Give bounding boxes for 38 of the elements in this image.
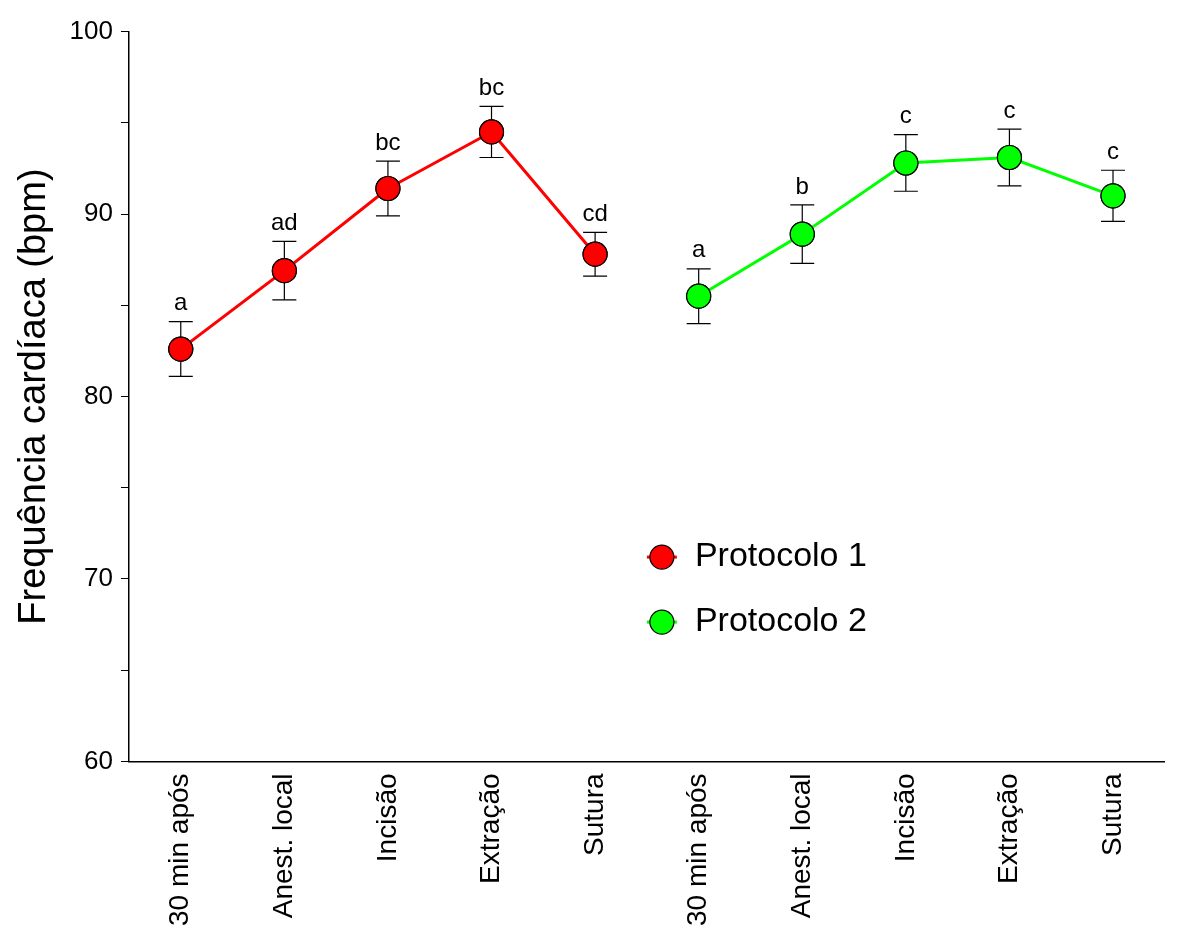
point xyxy=(375,175,401,202)
data-label: ad xyxy=(271,208,298,236)
data-label: bc xyxy=(478,73,505,101)
point xyxy=(168,336,194,362)
point xyxy=(893,150,919,176)
x-tick-label: Sutura xyxy=(1095,773,1127,856)
x-tick-label: Anest. local xyxy=(784,773,816,919)
x-tick-label: Anest. local xyxy=(267,773,299,919)
point xyxy=(478,119,505,145)
point xyxy=(271,258,297,284)
point xyxy=(582,241,608,267)
x-tick-label: Sutura xyxy=(577,773,609,856)
legend-label: Protocolo 1 xyxy=(694,535,867,574)
y-tick-label: 100 xyxy=(69,14,113,45)
point xyxy=(1100,183,1126,209)
data-label: c xyxy=(1003,95,1016,123)
x-tick-label: Incisão xyxy=(370,773,402,863)
y-axis-title: Frequência cardíaca (bpm) xyxy=(11,168,54,625)
point xyxy=(789,221,815,247)
data-label: b xyxy=(795,171,809,199)
x-tick-label: 30 min após xyxy=(163,773,195,927)
point xyxy=(686,283,712,309)
point xyxy=(996,144,1023,171)
x-tick-label: Extração xyxy=(474,773,506,884)
y-tick-label: 90 xyxy=(84,197,113,228)
data-label: cd xyxy=(582,198,608,226)
data-label: c xyxy=(899,101,912,129)
x-tick-label: Extração xyxy=(992,773,1024,884)
y-tick-label: 60 xyxy=(84,744,113,775)
data-label: a xyxy=(692,235,706,263)
legend-label: Protocolo 2 xyxy=(694,600,867,639)
y-tick-label: 70 xyxy=(84,562,113,593)
y-tick-label: 80 xyxy=(84,379,113,410)
data-label: c xyxy=(1107,136,1120,164)
x-tick-label: 30 min após xyxy=(681,773,713,927)
data-label: bc xyxy=(375,127,401,155)
data-label: a xyxy=(174,288,189,316)
x-tick-label: Incisão xyxy=(888,773,920,863)
